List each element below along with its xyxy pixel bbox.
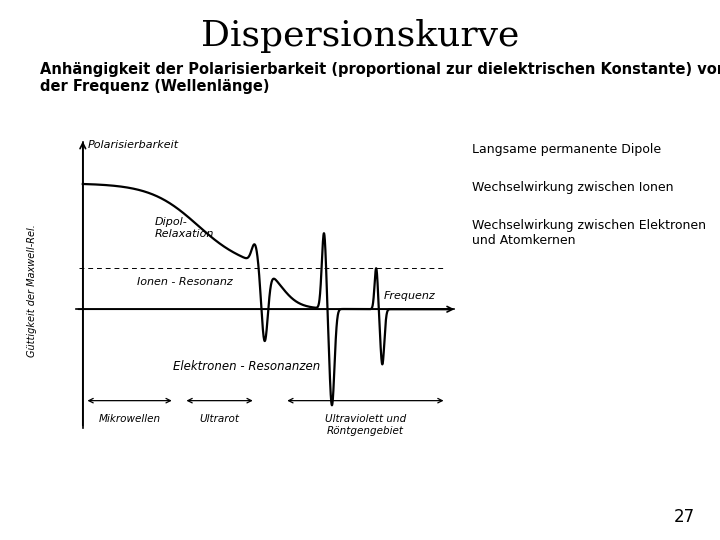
Text: Ultrarot: Ultrarot bbox=[199, 415, 240, 424]
Text: Wechselwirkung zwischen Ionen: Wechselwirkung zwischen Ionen bbox=[472, 181, 673, 194]
Text: 27: 27 bbox=[674, 509, 695, 526]
Text: Wechselwirkung zwischen Elektronen
und Atomkernen: Wechselwirkung zwischen Elektronen und A… bbox=[472, 219, 706, 247]
Text: Anhängigkeit der Polarisierbarkeit (proportional zur dielektrischen Konstante) v: Anhängigkeit der Polarisierbarkeit (prop… bbox=[40, 62, 720, 94]
Text: Langsame permanente Dipole: Langsame permanente Dipole bbox=[472, 143, 661, 156]
Text: Dispersionskurve: Dispersionskurve bbox=[201, 19, 519, 53]
Text: Elektronen - Resonanzen: Elektronen - Resonanzen bbox=[173, 360, 320, 373]
Text: Polarisierbarkeit: Polarisierbarkeit bbox=[89, 140, 179, 150]
Text: Mikrowellen: Mikrowellen bbox=[99, 415, 161, 424]
Text: Ionen - Resonanz: Ionen - Resonanz bbox=[137, 276, 233, 287]
Text: Ultraviolett und
Röntgengebiet: Ultraviolett und Röntgengebiet bbox=[325, 415, 406, 436]
Text: Frequenz: Frequenz bbox=[384, 291, 436, 301]
Text: Güttigkeit der Maxwell-Rel.: Güttigkeit der Maxwell-Rel. bbox=[27, 224, 37, 357]
Text: Dipol-
Relaxation: Dipol- Relaxation bbox=[155, 217, 214, 239]
